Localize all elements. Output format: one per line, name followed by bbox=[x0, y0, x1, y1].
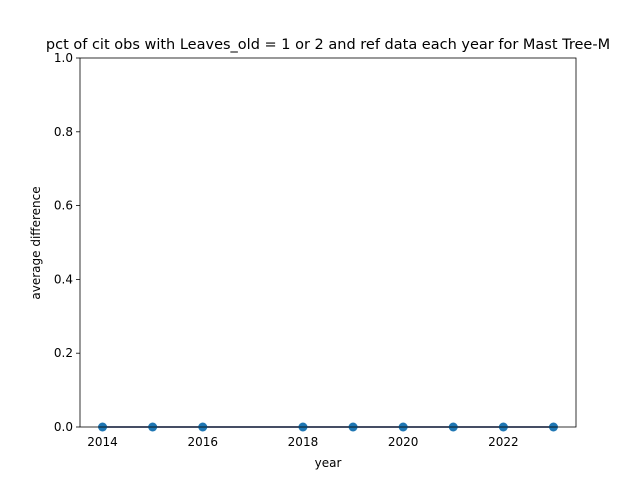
y-tick-label: 0.0 bbox=[54, 420, 73, 434]
y-tick-label: 0.6 bbox=[54, 199, 73, 213]
y-tick-label: 0.4 bbox=[54, 272, 73, 286]
y-axis-label: average difference bbox=[29, 186, 43, 299]
y-tick-label: 1.0 bbox=[54, 51, 73, 65]
y-tick-label: 0.2 bbox=[54, 346, 73, 360]
x-tick-label: 2016 bbox=[187, 435, 218, 449]
axes-frame bbox=[79, 57, 577, 428]
chart-title: pct of cit obs with Leaves_old = 1 or 2 … bbox=[46, 37, 610, 53]
x-tick-label: 2014 bbox=[87, 435, 118, 449]
x-tick-label: 2018 bbox=[288, 435, 319, 449]
x-tick-label: 2022 bbox=[488, 435, 519, 449]
x-tick-label: 2020 bbox=[388, 435, 419, 449]
plot-area: 0.0 0.2 0.4 0.6 0.8 1.0 2014 2016 2018 2020 2022 bbox=[54, 51, 577, 449]
x-axis-label: year bbox=[315, 456, 342, 470]
y-tick-label: 0.8 bbox=[54, 125, 73, 139]
